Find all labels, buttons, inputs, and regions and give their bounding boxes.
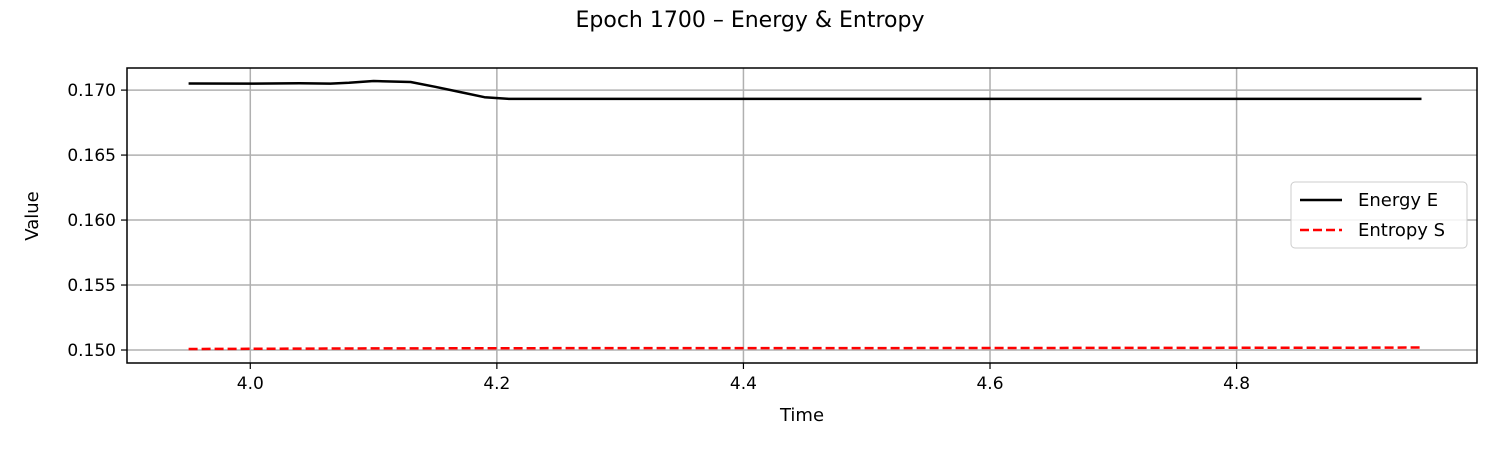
chart-title: Epoch 1700 – Energy & Entropy [576, 8, 925, 33]
y-tick-label: 0.165 [67, 146, 116, 166]
x-tick-label: 4.4 [730, 374, 757, 394]
x-axis-label: Time [779, 405, 824, 426]
y-axis-label: Value [22, 191, 43, 240]
series-line-entropy [188, 346, 1422, 351]
y-tick-label: 0.170 [67, 81, 116, 101]
legend: Energy E Entropy S [1290, 181, 1468, 249]
x-tick-label: 4.2 [483, 374, 510, 394]
legend-label-entropy: Entropy S [1358, 220, 1445, 241]
y-tick-label: 0.160 [67, 211, 116, 231]
x-tick-label: 4.8 [1223, 374, 1250, 394]
x-tick-label: 4.0 [237, 374, 264, 394]
x-axis-ticks: 4.0 4.2 4.4 4.6 4.8 [237, 363, 1250, 394]
y-axis-ticks: 0.150 0.155 0.160 0.165 0.170 [67, 81, 127, 361]
series-layer [188, 79, 1422, 351]
y-tick-label: 0.150 [67, 341, 116, 361]
series-line-energy [188, 79, 1422, 101]
plot-frame [126, 67, 1478, 364]
x-tick-label: 4.6 [976, 374, 1003, 394]
legend-label-energy: Energy E [1358, 190, 1438, 211]
legend-box [1290, 181, 1468, 249]
y-tick-label: 0.155 [67, 276, 116, 296]
grid [127, 68, 1477, 363]
